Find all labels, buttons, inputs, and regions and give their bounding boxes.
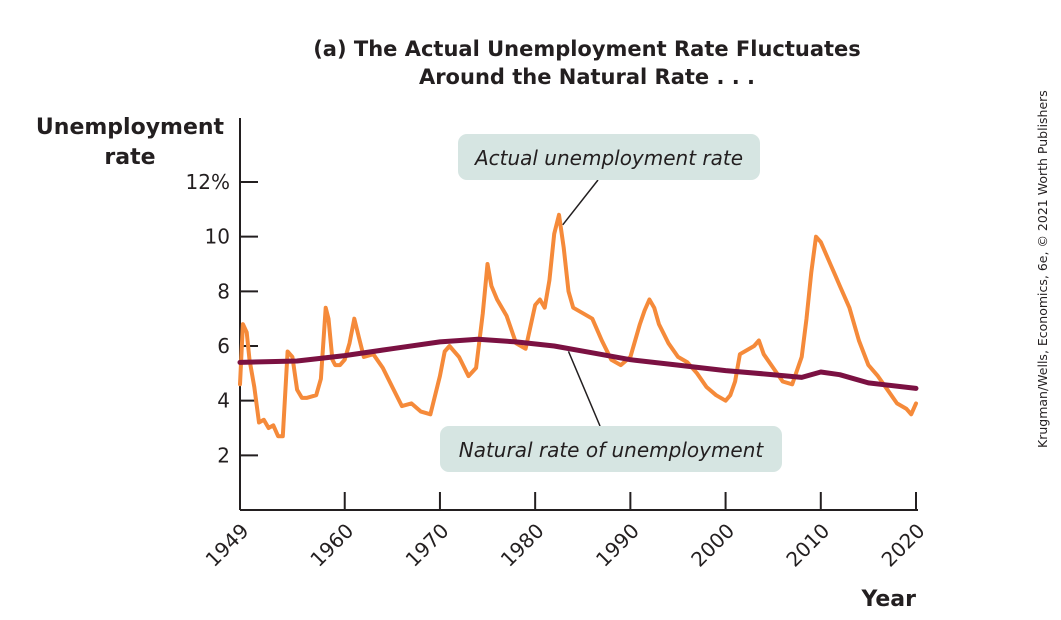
series-actual-unemployment-line <box>238 212 918 439</box>
x-tick-label: 1960 <box>305 519 358 572</box>
series-natural-rate-line <box>237 336 919 391</box>
series-layer <box>237 212 919 439</box>
y-axis-ticks: 12% 10 8 6 4 2 <box>186 170 258 467</box>
callout-actual-label: Actual unemployment rate <box>473 146 743 170</box>
x-tick-label: 1990 <box>591 519 644 572</box>
x-axis-ticks: 1949 1960 1970 1980 1990 2000 2010 2020 <box>201 492 930 572</box>
y-tick-label: 2 <box>217 443 230 467</box>
y-tick-label: 4 <box>217 389 230 413</box>
x-tick-label: 1970 <box>401 519 454 572</box>
y-tick-label: 8 <box>217 279 230 303</box>
callout-box-actual <box>458 134 760 180</box>
y-axis-label-line-1: Unemployment <box>36 115 225 140</box>
callout-leader-natural <box>567 351 601 427</box>
callout-natural-label: Natural rate of unemployment <box>459 438 765 462</box>
y-tick-label: 10 <box>205 225 230 249</box>
callout-leader-actual <box>562 179 599 226</box>
x-axis-label: Year <box>860 587 916 612</box>
x-tick-label: 2000 <box>686 519 739 572</box>
chart-title-line-2: Around the Natural Rate . . . <box>419 65 755 89</box>
y-axis-label-line-2: rate <box>104 145 155 170</box>
y-tick-label: 12% <box>186 170 230 194</box>
x-tick-label: 2020 <box>877 519 930 572</box>
x-tick-label: 1980 <box>496 519 549 572</box>
x-tick-label: 2010 <box>781 519 834 572</box>
callout-box-natural <box>440 426 782 472</box>
x-tick-label: 1949 <box>201 519 254 572</box>
chart-title-line-1: (a) The Actual Unemployment Rate Fluctua… <box>313 37 861 61</box>
publisher-credit: Krugman/Wells, Economics, 6e, © 2021 Wor… <box>1035 90 1050 448</box>
y-tick-label: 6 <box>217 334 230 358</box>
